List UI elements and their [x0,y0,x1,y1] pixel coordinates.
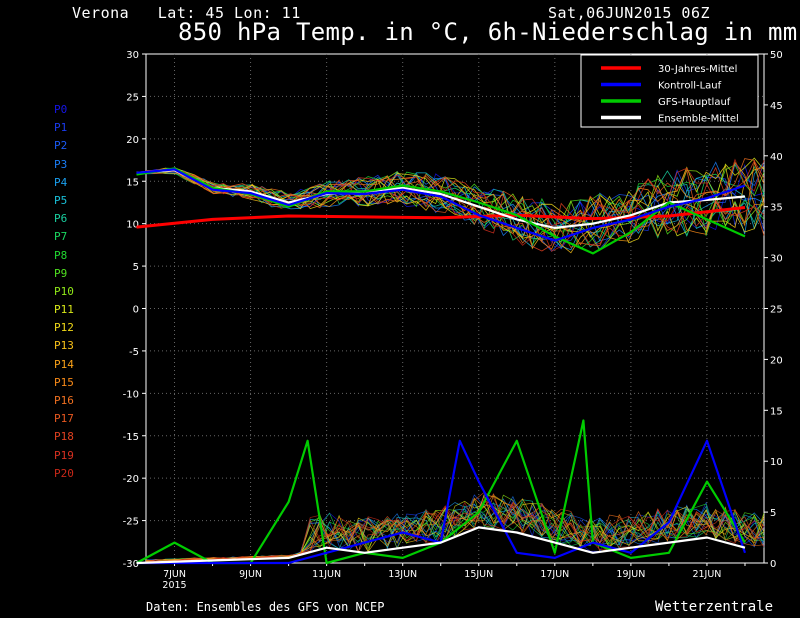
legend-label: GFS-Hauptlauf [658,97,731,108]
x-tick-label: 15JUN [464,569,493,580]
member-label-p7: P7 [54,230,68,244]
run-date-label: Sat,06JUN2015 06Z [548,4,711,22]
y-left-tick-label: -15 [123,432,139,443]
legend-label: Ensemble-Mittel [658,114,739,125]
y-left-tick-label: -10 [123,389,139,400]
member-label-p13: P13 [54,339,74,353]
legend-label: 30-Jahres-Mittel [658,64,737,75]
y-right-tick-label: 0 [770,559,776,570]
member-label-p2: P2 [54,139,68,153]
legend-label: Kontroll-Lauf [658,81,722,92]
member-label-p12: P12 [54,321,74,335]
x-tick-label: 17JUN [540,569,569,580]
x-year-label: 2015 [162,580,186,591]
y-right-tick-label: 10 [770,457,783,468]
member-temp-line-p10 [145,170,765,251]
member-label-p11: P11 [54,303,74,317]
member-temp-line-p11 [145,157,765,239]
precip-line-ensemble-mittel [136,526,746,565]
y-left-tick-label: 15 [126,177,139,188]
y-left-tick-label: 0 [133,305,139,316]
member-label-p18: P18 [54,430,74,444]
y-right-tick-label: 45 [770,101,783,112]
chart-title: 850 hPa Temp. in °C, 6h-Niederschlag in … [178,18,798,46]
location-label: Verona Lat: 45 Lon: 11 [72,4,301,22]
member-label-p8: P8 [54,248,68,262]
x-tick-label: 13JUN [388,569,417,580]
temp-line-30-jahres-mittel [136,206,746,229]
y-left-tick-label: 20 [126,135,139,146]
y-left-tick-label: -5 [129,347,139,358]
member-label-p20: P20 [54,466,74,480]
y-right-tick-label: 15 [770,406,783,417]
member-label-p10: P10 [54,284,74,298]
y-right-tick-label: 30 [770,254,783,265]
brand-label: Wetterzentrale [655,599,774,615]
member-precip-line-p18 [145,508,765,562]
y-right-tick-label: 5 [770,508,776,519]
y-right-tick-label: 20 [770,355,783,366]
y-left-tick-label: 25 [126,92,139,103]
y-right-tick-label: 35 [770,203,783,214]
y-left-tick-label: -25 [123,517,139,528]
x-tick-label: 19JUN [616,569,645,580]
member-label-p17: P17 [54,412,74,426]
y-right-tick-label: 50 [770,50,783,61]
y-left-tick-label: 5 [133,262,139,273]
member-label-p14: P14 [54,357,74,371]
member-label-p0: P0 [54,103,68,116]
member-label-p1: P1 [54,121,68,135]
x-tick-label: 21JUN [692,569,721,580]
y-right-tick-label: 25 [770,305,783,316]
member-label-p4: P4 [54,175,68,189]
member-label-p5: P5 [54,193,68,207]
member-label-p16: P16 [54,394,74,407]
member-label-p3: P3 [54,157,68,171]
member-label-p6: P6 [54,212,68,226]
member-label-p15: P15 [54,375,74,389]
y-left-tick-label: -20 [123,474,139,485]
y-left-tick-label: -30 [123,559,139,570]
x-tick-label: 9JUN [239,569,262,580]
temp-line-kontroll-lauf [136,168,746,242]
member-precip-line-p20 [145,499,765,563]
x-tick-label: 11JUN [312,569,341,580]
x-tick-label: 7JUN [163,569,186,580]
member-label-p19: P19 [54,448,74,462]
member-legend: P0 P1 P2 P3 P4 P5 P6 P7 P8 P9 P10 P11 P12 P13 P14 P15 P1… [54,101,74,483]
member-label-p9: P9 [54,266,68,280]
y-left-tick-label: 30 [126,50,139,61]
y-right-tick-label: 40 [770,152,783,163]
member-temp-line-p19 [145,167,765,245]
member-temp-line-p14 [145,161,765,242]
data-source: Daten: Ensembles des GFS von NCEP [146,600,385,614]
temp-line-ensemble-mittel [136,169,746,229]
y-left-tick-label: 10 [126,220,139,231]
